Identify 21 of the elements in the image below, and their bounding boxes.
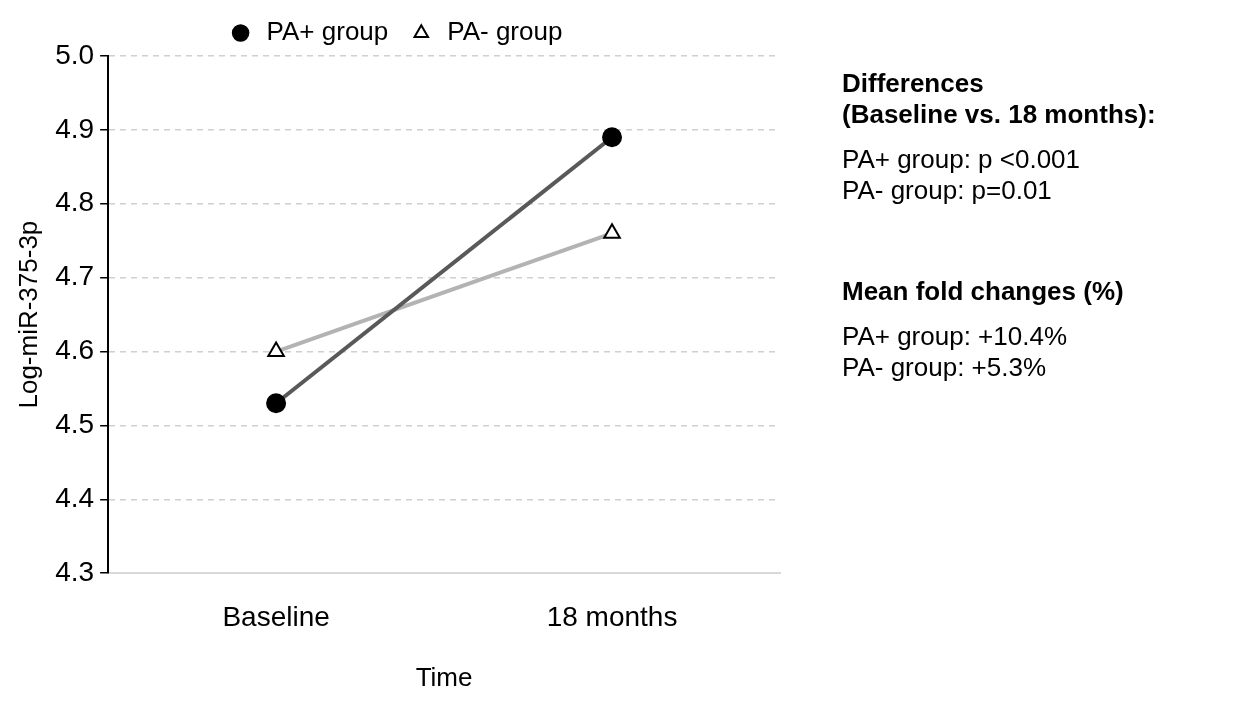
y-tick-label: 4.4 [55, 482, 95, 514]
text: PA- group: p=0.01 [842, 175, 1053, 206]
y-tick-label: 4.7 [55, 260, 95, 292]
text: PA+ group: +10.4% [842, 321, 1068, 352]
x-axis-title: Time [415, 661, 473, 692]
x-tick-label: 18 months [546, 600, 678, 632]
y-tick-label: 5.0 [55, 38, 95, 70]
text: (Baseline vs. 18 months): [842, 99, 1157, 130]
legend-label: PA+ group [266, 16, 389, 47]
y-axis-title: Log-miR-375-3p [12, 220, 43, 409]
text: Mean fold changes (%) [842, 276, 1125, 307]
text: PA+ group: p <0.001 [842, 144, 1082, 175]
y-tick-label: 4.6 [55, 334, 95, 366]
text: Differences [842, 68, 985, 99]
y-tick-label: 4.8 [55, 186, 95, 218]
y-tick-label: 4.3 [55, 555, 95, 587]
y-tick-label: 4.9 [55, 112, 95, 144]
legend-label: PA- group [447, 16, 563, 47]
x-tick-label: Baseline [222, 600, 330, 632]
y-tick-label: 4.5 [55, 408, 95, 440]
text: PA- group: +5.3% [842, 352, 1048, 383]
